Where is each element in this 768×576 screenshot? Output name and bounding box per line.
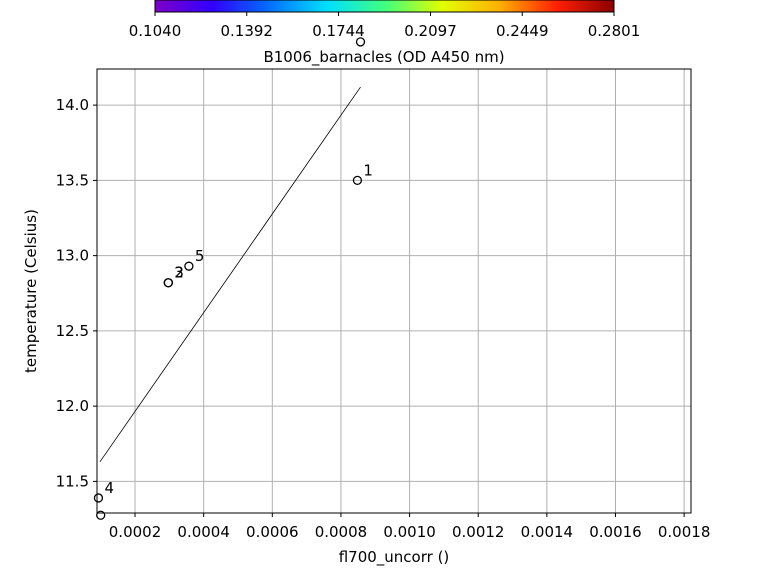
- colorbar-gradient: [154, 0, 615, 13]
- x-tick-label: 0.0004: [177, 523, 230, 541]
- data-point: [93, 493, 104, 503]
- y-axis-label: temperature (Celsius): [22, 209, 40, 373]
- y-tick-label: 13.0: [56, 247, 89, 265]
- y-tick-label: 12.5: [56, 322, 89, 340]
- colorbar: 0.1040 0.1392 0.1744 0.2097 0.2449 0.2801 B10…: [129, 0, 641, 67]
- x-tick-label: 0.0014: [521, 523, 574, 541]
- offscale-marker: [355, 37, 366, 47]
- colorbar-label: B1006_barnacles (OD A450 nm): [263, 48, 504, 67]
- x-tick-label: 0.0016: [589, 523, 642, 541]
- data-point-label: 2: [174, 264, 184, 282]
- y-tick-label: 12.0: [56, 397, 89, 415]
- y-tick-label: 14.0: [56, 96, 89, 114]
- data-point-label: 5: [195, 247, 205, 265]
- data-point-label: 3: [174, 264, 184, 282]
- x-axis-ticks: 0.0002 0.0004 0.0006 0.0008 0.0010 0.0012 0.00…: [109, 513, 711, 541]
- x-tick-label: 0.0010: [383, 523, 436, 541]
- fit-line-group: [99, 86, 361, 463]
- offscale-marker: [96, 510, 106, 520]
- x-tick-label: 0.0006: [246, 523, 299, 541]
- data-point: [352, 175, 363, 186]
- x-tick-label: 0.0008: [315, 523, 368, 541]
- y-axis-ticks: 11.5 12.0 12.5 13.0 13.5 14.0: [56, 96, 97, 490]
- data-point-label: 1: [363, 161, 373, 179]
- grid: [97, 69, 691, 513]
- y-tick-label: 11.5: [56, 472, 89, 490]
- colorbar-tick-label: 0.2097: [404, 22, 457, 40]
- colorbar-tick-label: 0.1392: [220, 22, 273, 40]
- colorbar-tick-label: 0.1744: [312, 22, 365, 40]
- data-point: [163, 278, 173, 288]
- fit-line: [99, 86, 361, 463]
- x-tick-label: 0.0012: [452, 523, 505, 541]
- x-tick-label: 0.0002: [109, 523, 162, 541]
- y-tick-label: 13.5: [56, 171, 89, 189]
- x-axis-label: fl700_uncorr (): [339, 548, 450, 567]
- data-point: [184, 261, 194, 271]
- colorbar-tick-label: 0.2449: [496, 22, 549, 40]
- colorbar-tick-label: 0.2801: [588, 22, 641, 40]
- x-tick-label: 0.0018: [658, 523, 711, 541]
- colorbar-tick-label: 0.1040: [129, 22, 182, 40]
- colorbar-ticks: 0.1040 0.1392 0.1744 0.2097 0.2449 0.2801: [129, 12, 641, 40]
- data-point-label: 4: [104, 479, 114, 497]
- plot-frame: [96, 68, 692, 514]
